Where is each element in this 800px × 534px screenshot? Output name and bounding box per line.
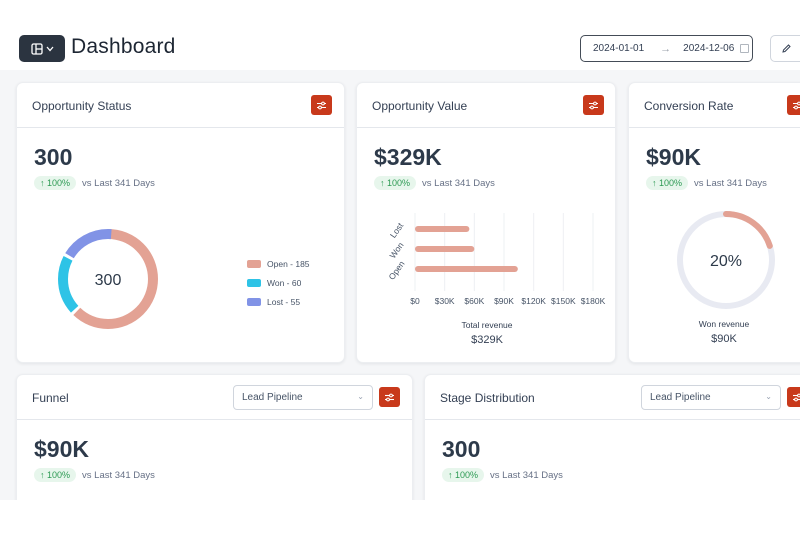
card-header: Opportunity Value — [357, 83, 615, 128]
filter-button[interactable] — [379, 387, 400, 407]
donut-center-value: 300 — [95, 272, 122, 289]
total-revenue-label: Total revenue — [461, 320, 513, 330]
date-start: 2024-01-01 — [593, 43, 645, 54]
legend-item-won: Won - 60 — [247, 273, 310, 292]
trend-row: ↑ 100% vs Last 341 Days — [442, 468, 563, 482]
trend-comparison: vs Last 341 Days — [422, 177, 495, 189]
pipeline-select-value: Lead Pipeline — [650, 392, 711, 403]
trend-badge: ↑ 100% — [374, 176, 417, 190]
card-title: Stage Distribution — [440, 391, 535, 405]
opportunity-status-card: Opportunity Status 300 ↑ 100% vs Last 34… — [16, 82, 345, 363]
sliders-icon — [793, 393, 800, 401]
trend-row: ↑ 100% vs Last 341 Days — [34, 176, 155, 190]
legend-label: Won - 60 — [267, 277, 302, 288]
conversion-gauge: 20% — [677, 211, 775, 309]
kpi-value: 300 — [34, 144, 73, 170]
trend-badge: ↑ 100% — [34, 176, 77, 190]
layout-icon — [30, 42, 43, 55]
card-title: Funnel — [32, 391, 69, 405]
trend-row: ↑ 100% vs Last 341 Days — [374, 176, 495, 190]
pipeline-select[interactable]: Lead Pipeline ⌄ — [641, 385, 781, 410]
total-revenue-value: $329K — [471, 334, 503, 346]
x-tick-label: $60K — [464, 296, 484, 306]
sliders-icon — [793, 101, 800, 109]
trend-comparison: vs Last 341 Days — [82, 469, 155, 481]
status-legend: Open - 185 Won - 60 Lost - 55 — [247, 254, 310, 311]
trend-row: ↑ 100% vs Last 341 Days — [646, 176, 767, 190]
edit-button[interactable] — [770, 35, 800, 62]
won-revenue-value: $90K — [711, 333, 737, 345]
x-tick-label: $180K — [581, 296, 606, 306]
pipeline-select-value: Lead Pipeline — [242, 392, 303, 403]
card-title: Opportunity Value — [372, 99, 468, 113]
date-range-picker[interactable]: 2024-01-01 → 2024-12-06 — [580, 35, 753, 62]
trend-row: ↑ 100% vs Last 341 Days — [34, 468, 155, 482]
gauge-value: 20% — [710, 253, 742, 270]
gauge-progress — [677, 211, 775, 309]
chevron-down-icon: ⌄ — [765, 392, 772, 401]
kpi-value: $90K — [34, 436, 89, 462]
trend-badge: ↑ 100% — [646, 176, 689, 190]
bar-lost — [415, 226, 470, 232]
status-donut-chart: 300 — [58, 229, 158, 329]
legend-item-lost: Lost - 55 — [247, 292, 310, 311]
kpi-value: $329K — [374, 144, 442, 170]
layout-menu-button[interactable] — [19, 35, 65, 62]
bar-won — [415, 246, 475, 252]
card-header: Opportunity Status — [17, 83, 344, 128]
trend-badge: ↑ 100% — [442, 468, 485, 482]
card-title: Opportunity Status — [32, 99, 132, 113]
legend-swatch — [247, 278, 261, 287]
legend-label: Lost - 55 — [267, 296, 301, 307]
legend-label: Open - 185 — [267, 258, 310, 269]
sliders-icon — [385, 393, 394, 401]
bar-open — [415, 266, 518, 272]
y-category-label: Won — [387, 240, 405, 260]
legend-item-open: Open - 185 — [247, 254, 310, 273]
arrow-right-icon: → — [660, 42, 672, 55]
pencil-icon — [782, 44, 791, 53]
pipeline-select[interactable]: Lead Pipeline ⌄ — [233, 385, 373, 410]
y-category-label: Open — [386, 259, 406, 282]
conversion-rate-card: Conversion Rate $90K ↑ 100% vs Last 341 … — [628, 82, 800, 363]
x-tick-label: $90K — [494, 296, 514, 306]
calendar-icon — [740, 44, 750, 53]
kpi-value: 300 — [442, 436, 481, 462]
sliders-icon — [317, 101, 326, 109]
trend-comparison: vs Last 341 Days — [694, 177, 767, 189]
card-title: Conversion Rate — [644, 99, 734, 113]
trend-comparison: vs Last 341 Days — [82, 177, 155, 189]
filter-button[interactable] — [787, 387, 800, 407]
won-revenue-label: Won revenue — [698, 319, 750, 329]
trend-badge: ↑ 100% — [34, 468, 77, 482]
card-header: Stage Distribution Lead Pipeline ⌄ — [425, 375, 800, 420]
x-tick-label: $150K — [551, 296, 576, 306]
donut-segment-lost — [58, 229, 158, 329]
donut-segment-won — [58, 229, 158, 329]
card-header: Conversion Rate — [629, 83, 800, 128]
opportunity-value-card: Opportunity Value $329K ↑ 100% vs Last 3… — [356, 82, 616, 363]
bottom-strip — [0, 500, 800, 534]
legend-swatch — [247, 297, 261, 306]
page-title: Dashboard — [71, 35, 176, 58]
x-tick-label: $0 — [410, 296, 420, 306]
top-bar: Dashboard 2024-01-01 → 2024-12-06 — [0, 0, 800, 70]
chevron-down-icon — [46, 46, 53, 51]
y-category-label: Lost — [388, 220, 406, 239]
filter-button[interactable] — [787, 95, 800, 115]
filter-button[interactable] — [311, 95, 332, 115]
x-tick-label: $30K — [435, 296, 455, 306]
sliders-icon — [589, 101, 598, 109]
x-tick-label: $120K — [521, 296, 546, 306]
trend-comparison: vs Last 341 Days — [490, 469, 563, 481]
chevron-down-icon: ⌄ — [357, 392, 364, 401]
date-end: 2024-12-06 — [683, 43, 735, 54]
kpi-value: $90K — [646, 144, 701, 170]
card-header: Funnel Lead Pipeline ⌄ — [17, 375, 412, 420]
filter-button[interactable] — [583, 95, 604, 115]
legend-swatch — [247, 259, 261, 268]
